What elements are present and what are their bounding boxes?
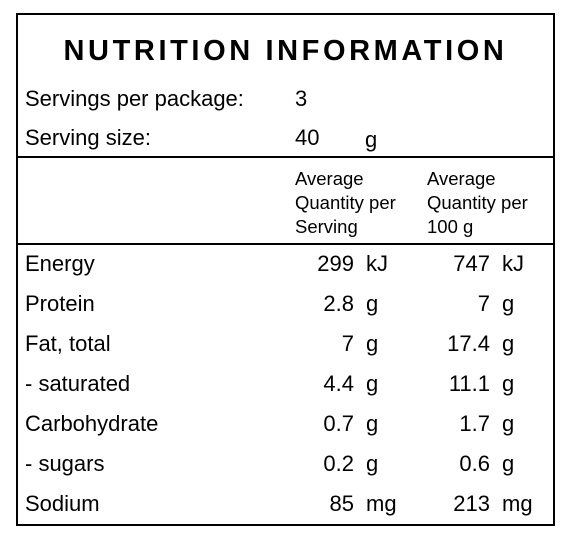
nutrient-name: Sodium <box>25 491 100 516</box>
per-100g-value: 747 <box>453 251 490 276</box>
per-serving-value: 85 <box>329 491 354 516</box>
per-100g-value: 1.7 <box>459 411 490 436</box>
per-serving-value: 7 <box>341 331 354 356</box>
serving-size-label: Serving size: <box>25 125 151 150</box>
per-serving-value: 0.7 <box>323 411 354 436</box>
per-serving-unit: g <box>366 291 379 316</box>
nutrient-name: Carbohydrate <box>25 411 159 436</box>
divider <box>18 243 553 245</box>
column-header: Average Quantity per Serving <box>295 168 396 237</box>
per-serving-value: 2.8 <box>323 291 354 316</box>
per-serving-unit: g <box>366 411 379 436</box>
servings-label: Servings per package: <box>25 86 244 111</box>
nutrient-name: Energy <box>25 251 95 276</box>
per-serving-unit: kJ <box>366 251 388 276</box>
per-serving-unit: mg <box>366 491 397 516</box>
per-serving-value: 0.2 <box>323 451 354 476</box>
serving-size-value: 40 <box>295 125 320 150</box>
per-100g-unit: g <box>502 331 515 356</box>
per-100g-unit: mg <box>502 491 533 516</box>
per-100g-value: 11.1 <box>448 371 490 396</box>
column-header: Average Quantity per 100 g <box>427 168 528 237</box>
nutrient-name: - saturated <box>25 371 131 396</box>
serving-size-unit: g <box>365 127 378 152</box>
nutrient-name: Fat, total <box>25 331 111 356</box>
per-100g-unit: g <box>502 451 515 476</box>
per-100g-unit: kJ <box>502 251 524 276</box>
per-100g-value: 17.4 <box>447 331 490 356</box>
per-100g-unit: g <box>502 371 515 396</box>
title: NUTRITION INFORMATION <box>63 35 508 67</box>
per-100g-unit: g <box>502 291 515 316</box>
per-100g-value: 7 <box>477 291 490 316</box>
nutrition-panel: NUTRITION INFORMATION Servings per packa… <box>16 13 555 526</box>
per-serving-value: 299 <box>317 251 354 276</box>
per-serving-unit: g <box>366 451 379 476</box>
nutrient-name: Protein <box>25 291 95 316</box>
servings-value: 3 <box>295 86 308 111</box>
per-100g-value: 0.6 <box>459 451 490 476</box>
per-serving-unit: g <box>366 331 379 356</box>
divider <box>18 156 553 158</box>
per-serving-unit: g <box>366 371 379 396</box>
per-100g-unit: g <box>502 411 515 436</box>
per-100g-value: 213 <box>453 491 490 516</box>
per-serving-value: 4.4 <box>323 371 354 396</box>
nutrient-name: - sugars <box>25 451 105 476</box>
